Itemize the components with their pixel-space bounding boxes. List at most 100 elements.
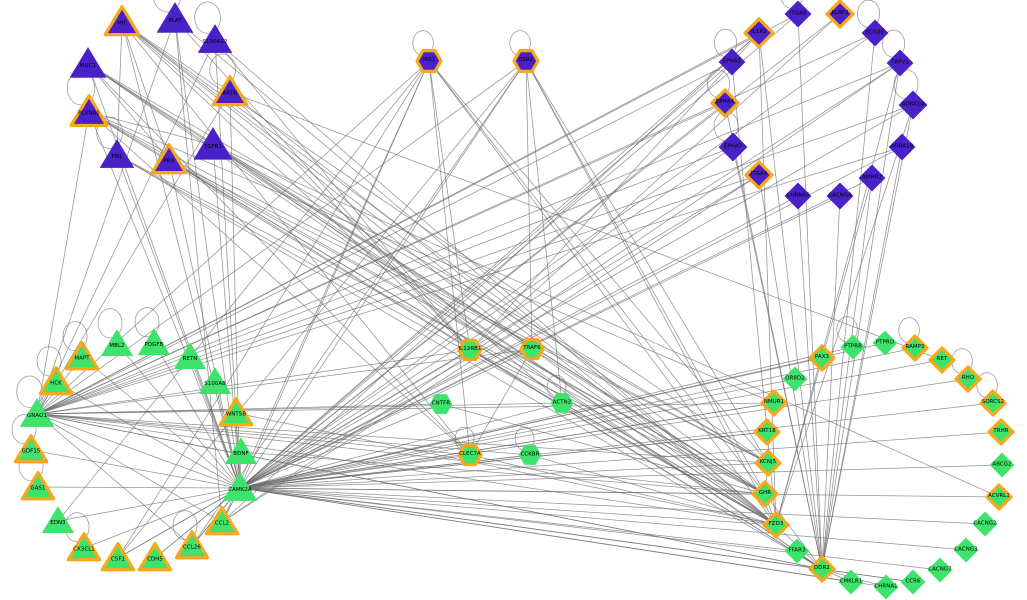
graph-edge[interactable]	[239, 359, 943, 489]
graph-edge[interactable]	[87, 63, 241, 489]
graph-edge[interactable]	[36, 413, 193, 547]
graph-node-plat[interactable]: PLAT	[156, 1, 194, 36]
graph-edge[interactable]	[239, 464, 1003, 489]
graph-edge[interactable]	[36, 413, 823, 570]
graph-node-ptpro[interactable]: PTPRO	[871, 329, 898, 356]
graph-edge[interactable]	[235, 412, 777, 526]
graph-edge[interactable]	[83, 487, 241, 549]
graph-edge[interactable]	[239, 347, 916, 489]
graph-edge[interactable]	[57, 487, 241, 522]
graph-edge[interactable]	[428, 60, 769, 464]
graph-edge[interactable]	[214, 39, 471, 351]
graph-edge[interactable]	[764, 493, 823, 570]
graph-edge[interactable]	[214, 39, 777, 526]
graph-edge[interactable]	[36, 18, 176, 415]
graph-edge[interactable]	[168, 159, 769, 464]
graph-self-loop-edge[interactable]	[36, 346, 62, 377]
graph-node-gas1[interactable]: GAS1	[20, 469, 56, 505]
graph-edge[interactable]	[229, 91, 471, 351]
graph-edge[interactable]	[88, 111, 214, 146]
graph-edge[interactable]	[174, 18, 471, 351]
graph-edge[interactable]	[36, 413, 531, 456]
graph-edge[interactable]	[797, 195, 823, 570]
graph-edge[interactable]	[87, 63, 170, 161]
graph-edge[interactable]	[821, 62, 901, 570]
graph-edge[interactable]	[821, 104, 914, 570]
graph-self-loop-edge[interactable]	[134, 307, 160, 338]
graph-edge[interactable]	[428, 60, 777, 526]
graph-node-scn3b[interactable]: SCN3B	[860, 18, 889, 47]
graph-edge[interactable]	[221, 60, 430, 523]
graph-edge[interactable]	[239, 431, 1002, 489]
graph-node-krt18[interactable]: KRT18	[751, 416, 783, 448]
graph-node-epha5[interactable]: EPHA5	[717, 47, 746, 76]
graph-edge[interactable]	[239, 13, 799, 489]
graph-edge[interactable]	[116, 154, 241, 489]
graph-node-klrf2[interactable]: KLRF2	[823, 0, 857, 31]
graph-edge[interactable]	[239, 346, 854, 489]
graph-node-il1r2[interactable]: IL1R2	[741, 15, 777, 51]
graph-edge[interactable]	[212, 144, 769, 464]
graph-edge[interactable]	[469, 348, 533, 456]
graph-edge[interactable]	[239, 462, 769, 489]
graph-edge[interactable]	[758, 32, 777, 526]
graph-edge[interactable]	[531, 348, 766, 495]
graph-self-loop-edge[interactable]	[96, 116, 123, 149]
graph-node-adra1b[interactable]: ADRA1B	[887, 132, 916, 161]
graph-edge[interactable]	[36, 402, 563, 415]
graph-edge[interactable]	[775, 104, 914, 526]
graph-edge[interactable]	[212, 144, 533, 350]
graph-edge[interactable]	[428, 60, 471, 456]
graph-edge[interactable]	[189, 356, 241, 489]
graph-node-pax3[interactable]: PAX3	[806, 342, 838, 374]
graph-self-loop-edge[interactable]	[97, 308, 123, 339]
graph-edge[interactable]	[239, 487, 887, 588]
graph-edge[interactable]	[758, 32, 823, 570]
graph-edge[interactable]	[116, 343, 241, 489]
graph-edge[interactable]	[121, 21, 471, 456]
graph-node-muc1[interactable]: MUC1	[69, 46, 107, 81]
graph-edge[interactable]	[55, 381, 241, 489]
graph-node-cntfr[interactable]: CNTFR	[428, 391, 453, 416]
graph-edge[interactable]	[428, 60, 471, 351]
graph-node-camk2a[interactable]: CAMK2A	[222, 471, 258, 504]
graph-edge[interactable]	[36, 413, 769, 464]
graph-self-loop-edge[interactable]	[194, 1, 221, 34]
graph-edge[interactable]	[239, 195, 799, 489]
graph-node-epha4[interactable]: EPHA4	[708, 86, 742, 120]
graph-edge[interactable]	[239, 60, 430, 489]
graph-edge[interactable]	[168, 159, 241, 489]
graph-self-loop-edge[interactable]	[209, 53, 236, 86]
graph-node-tgfb1[interactable]: TGFB1	[193, 126, 233, 163]
graph-edge[interactable]	[239, 62, 901, 489]
graph-node-plxna1[interactable]: PLXNA1	[69, 92, 109, 132]
graph-edge[interactable]	[36, 349, 471, 415]
graph-edge[interactable]	[36, 61, 733, 415]
graph-node-hck[interactable]: HCK	[38, 364, 74, 400]
graph-node-ccl26[interactable]: CCL26	[174, 528, 210, 564]
graph-edge[interactable]	[36, 413, 241, 489]
graph-self-loop-edge[interactable]	[172, 510, 198, 541]
graph-node-pdgfb[interactable]: PDGFB	[138, 327, 170, 358]
graph-node-actn2[interactable]: ACTN2	[549, 390, 574, 415]
graph-edge[interactable]	[36, 174, 760, 415]
graph-node-abcg2[interactable]: ABCG2	[988, 451, 1015, 478]
graph-edge[interactable]	[229, 91, 777, 526]
graph-self-loop-edge[interactable]	[153, 0, 181, 13]
graph-node-il12rb1[interactable]: IL12RB1	[455, 335, 485, 365]
graph-edge[interactable]	[36, 102, 726, 415]
graph-node-gdf15[interactable]: GDF15	[13, 432, 49, 468]
graph-edge[interactable]	[440, 403, 766, 495]
graph-node-cmklr1[interactable]: CMKLR1	[837, 568, 864, 595]
graph-edge[interactable]	[36, 91, 231, 415]
graph-edge[interactable]	[240, 451, 766, 495]
graph-edge[interactable]	[239, 487, 914, 583]
graph-edge[interactable]	[239, 402, 775, 489]
graph-node-cdh5[interactable]: CDH5	[137, 540, 173, 576]
graph-edge[interactable]	[525, 60, 777, 526]
graph-edge[interactable]	[239, 61, 733, 489]
graph-edge[interactable]	[36, 111, 90, 415]
graph-edge[interactable]	[469, 349, 766, 495]
graph-edge[interactable]	[821, 146, 903, 570]
